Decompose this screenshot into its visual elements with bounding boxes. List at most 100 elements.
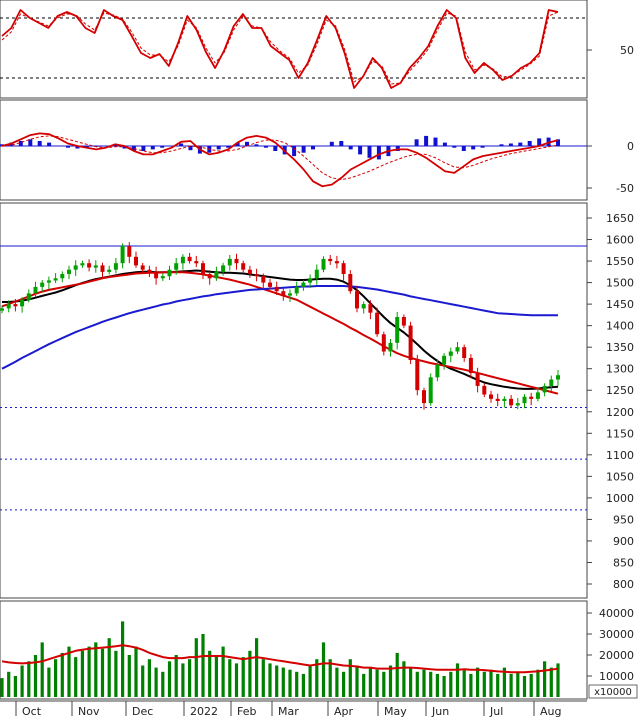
candle-body — [13, 304, 18, 307]
macd-tick-label: 0 — [627, 140, 634, 153]
macd-histogram-bar — [150, 146, 155, 150]
price-tick-label: 1100 — [606, 449, 634, 462]
candle-body — [67, 269, 71, 274]
candle-body — [120, 246, 125, 264]
volume-bar — [402, 661, 406, 697]
volume-bar — [275, 665, 279, 697]
macd-histogram-bar — [424, 135, 429, 146]
macd-histogram-bar — [329, 141, 334, 146]
candle-body — [422, 390, 426, 404]
candle-body — [355, 291, 359, 309]
volume-bar — [214, 655, 218, 697]
candle-body — [127, 246, 132, 257]
candle-body — [227, 258, 232, 266]
volume-bar — [429, 671, 433, 697]
candle-body — [26, 293, 31, 300]
price-tick-label: 1000 — [606, 492, 634, 505]
time-axis-label: Oct — [22, 705, 42, 718]
volume-bar — [469, 673, 473, 697]
candle-body — [20, 299, 25, 307]
volume-series — [0, 621, 560, 697]
candle-body — [308, 278, 313, 283]
volume-bar — [13, 676, 17, 697]
macd-histogram-bar — [292, 146, 297, 157]
time-axis: Oct Nov Dec 2022 Feb Mar Apr May Jun Jul Aug — [0, 700, 587, 718]
candle-body — [73, 265, 78, 270]
candle-body — [529, 396, 534, 399]
candle-body — [154, 271, 159, 279]
volume-bar — [100, 648, 105, 697]
candle-body — [475, 373, 480, 386]
candle-body — [375, 312, 380, 335]
macd-histogram-bar — [37, 141, 42, 146]
volume-multiplier-box — [588, 684, 638, 699]
rsi-panel: 50 — [0, 0, 634, 99]
moving-average-MA3 — [1, 285, 558, 370]
candle-body — [0, 308, 4, 311]
macd-histogram-bar — [103, 146, 108, 147]
candle-body — [442, 355, 447, 365]
macd-histogram-bar — [433, 137, 438, 146]
volume-bar — [228, 659, 232, 697]
macd-histogram-bar — [508, 143, 513, 146]
volume-bar — [415, 671, 419, 697]
volume-bar — [388, 665, 393, 697]
time-axis-label: Mar — [278, 705, 299, 718]
macd-histogram-bar — [480, 146, 485, 148]
volume-bar — [141, 665, 145, 697]
volume-bar — [362, 673, 366, 697]
volume-bar — [489, 669, 493, 697]
volume-bar — [543, 661, 547, 697]
volume-bar — [382, 671, 386, 697]
volume-bar — [442, 676, 446, 697]
macd-histogram-bar — [47, 142, 52, 146]
candle-body — [502, 398, 507, 401]
volume-bar — [20, 665, 24, 697]
volume-bar — [121, 621, 125, 697]
candle-body — [448, 351, 453, 356]
candle-body — [381, 334, 386, 352]
candle-body — [207, 274, 212, 279]
volume-bar — [375, 669, 379, 697]
volume-bar — [476, 667, 480, 697]
time-axis-label: Apr — [334, 705, 354, 718]
candle-body — [107, 269, 112, 272]
volume-bar — [422, 669, 426, 697]
price-tick-label: 1350 — [606, 341, 634, 354]
candle-body — [348, 274, 353, 292]
price-tick-label: 1150 — [606, 427, 634, 440]
candle-body — [415, 360, 420, 391]
volume-bar — [134, 646, 138, 697]
candle-body — [268, 282, 272, 287]
volume-bar — [47, 667, 51, 697]
volume-bar — [241, 657, 245, 697]
candle-body — [435, 364, 440, 378]
price-tick-label: 1400 — [606, 320, 634, 333]
candle-body — [328, 258, 333, 262]
candle-body — [53, 278, 58, 281]
candle-body — [522, 396, 527, 404]
candle-body — [556, 375, 560, 380]
price-tick-label: 1200 — [606, 406, 634, 419]
candle-body — [6, 304, 11, 309]
macd-histogram-bar — [169, 146, 174, 147]
candle-body — [401, 317, 406, 326]
candle-body — [100, 265, 105, 272]
candle-body — [535, 392, 540, 399]
volume-bar — [40, 642, 44, 697]
volume-bar — [549, 667, 553, 697]
moving-average-MA2 — [1, 271, 559, 395]
candle-body — [80, 263, 85, 266]
macd-panel-frame — [0, 99, 588, 201]
candle-body — [167, 269, 172, 277]
macd-histogram-bar — [556, 139, 560, 146]
candle-body — [361, 304, 366, 309]
macd-axis: 0 -50 — [587, 140, 634, 195]
price-tick-label: 1650 — [606, 212, 634, 225]
volume-bar — [107, 638, 111, 697]
volume-bar — [74, 657, 78, 697]
candle-body — [515, 403, 520, 406]
volume-bar — [368, 667, 372, 697]
candle-body — [221, 265, 226, 272]
